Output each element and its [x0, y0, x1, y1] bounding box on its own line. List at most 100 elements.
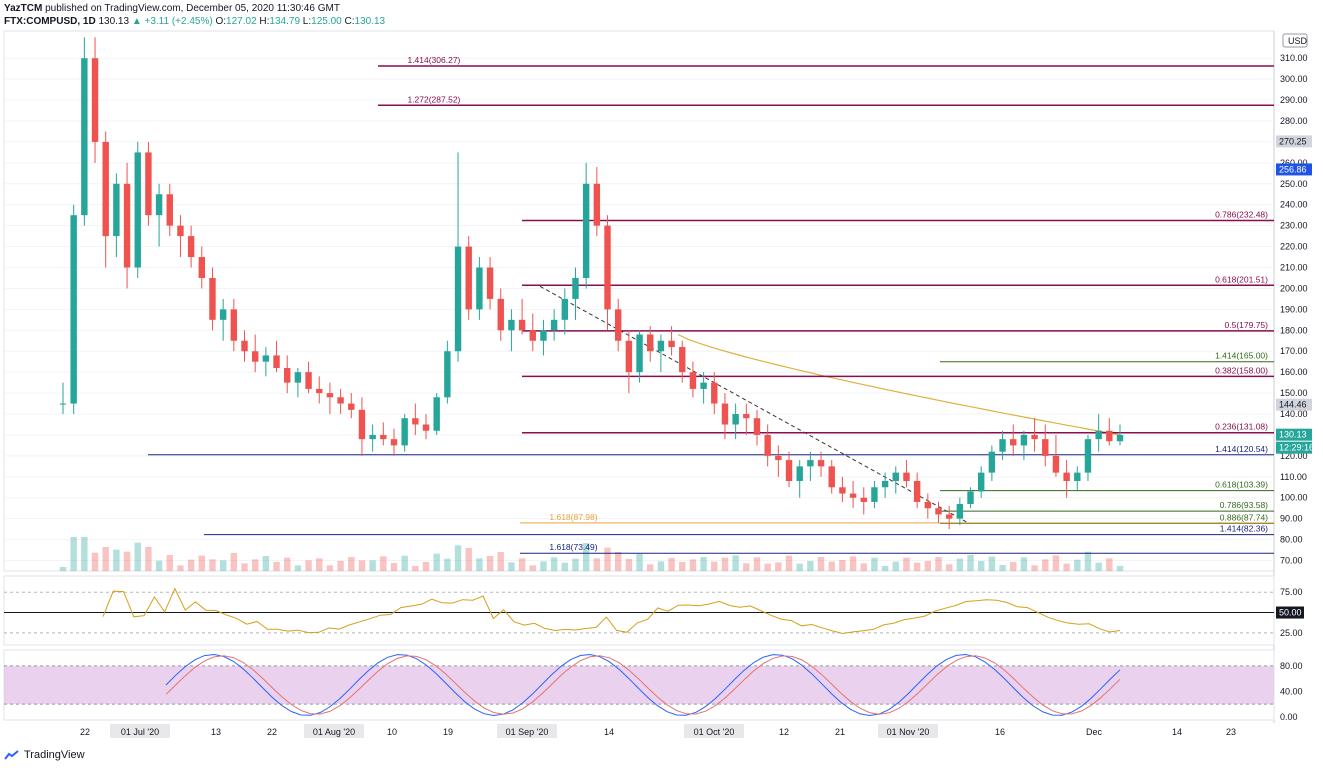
- price-tick-label: 210.00: [1280, 263, 1308, 273]
- candle-body: [700, 382, 707, 389]
- candle-body: [945, 514, 953, 519]
- candle-body: [849, 493, 857, 498]
- volume-bar: [967, 555, 974, 571]
- brand-label: TradingView: [24, 749, 85, 761]
- price-badge: [1276, 163, 1312, 176]
- candle-body: [1116, 434, 1124, 442]
- price-badge-label: 270.25: [1279, 136, 1307, 146]
- time-tick-label: 13: [211, 727, 221, 737]
- candle-body: [284, 367, 291, 383]
- candle-body: [572, 277, 579, 299]
- last-price: 130.13: [98, 16, 130, 27]
- symbol-line: FTX:COMPUSD, 1D 130.13 ▲ +3.11 (+2.45%) …: [4, 16, 385, 27]
- volume-bar: [945, 564, 953, 571]
- date-box: [878, 724, 938, 738]
- rsi-line: [102, 587, 1121, 635]
- volume-bar: [219, 560, 227, 571]
- candle-body: [273, 355, 280, 368]
- symbol[interactable]: FTX:COMPUSD, 1D: [4, 16, 96, 27]
- volume-bar: [358, 560, 366, 571]
- candle-body: [134, 152, 141, 268]
- volume-bar: [689, 559, 697, 571]
- volume-bar: [529, 565, 536, 571]
- candle-body: [1063, 472, 1070, 481]
- indicators: 25.00 50.00 75.00 0.00 40.00 80.00: [3, 575, 1304, 722]
- candle-body: [518, 319, 526, 331]
- candle-body: [1042, 439, 1049, 456]
- candle-body: [977, 472, 985, 492]
- candle-body: [380, 434, 387, 440]
- volume-bar: [572, 558, 579, 571]
- candle-body: [967, 491, 974, 505]
- price-tick-label: 190.00: [1280, 304, 1308, 314]
- volume-bar: [871, 557, 878, 571]
- price-badge-label: 144.46: [1279, 400, 1307, 410]
- fib-level-label: 0.618(201.51): [1215, 274, 1268, 284]
- volume-bar: [348, 557, 355, 571]
- time-tick-label: 01 Nov '20: [887, 727, 930, 737]
- volume-bar: [70, 537, 77, 571]
- volume-bar: [732, 555, 739, 571]
- volume-bar: [582, 543, 590, 571]
- candle-body: [913, 481, 921, 502]
- time-tick-label: 10: [387, 727, 397, 737]
- candle-body: [679, 347, 686, 373]
- tradingview-footer[interactable]: TradingView: [4, 749, 85, 761]
- candle-body: [230, 309, 238, 341]
- candle-body: [807, 460, 814, 467]
- candle-body: [743, 414, 750, 419]
- trend-line: [539, 285, 969, 524]
- candle-body: [817, 460, 825, 467]
- time-tick-label: 12: [779, 727, 789, 737]
- volume-bar: [187, 559, 195, 571]
- price-tick-label: 170.00: [1280, 346, 1308, 356]
- candle-body: [1010, 439, 1017, 446]
- fib-level-label: 0.382(158.00): [1215, 365, 1268, 375]
- price-tick-label: 200.00: [1280, 283, 1308, 293]
- candle-body: [593, 183, 601, 226]
- volume-bar: [401, 555, 408, 571]
- volume-bar: [508, 562, 515, 571]
- volume-bar: [849, 556, 857, 571]
- volume-bar: [326, 565, 334, 571]
- high-label: H:: [259, 16, 270, 27]
- time-tick-label: 01 Aug '20: [313, 727, 355, 737]
- candles: [59, 37, 1124, 530]
- time-tick-label: 01 Sep '20: [506, 727, 549, 737]
- volume-bar: [433, 553, 440, 571]
- volume-bar: [625, 559, 633, 571]
- price-tick-label: 120.00: [1280, 451, 1308, 461]
- fib-level-label: 0.786(93.58): [1220, 500, 1268, 510]
- volume-bar: [91, 552, 99, 571]
- candle-body: [625, 340, 633, 373]
- candle-body: [1020, 434, 1028, 446]
- candle-body: [198, 257, 206, 278]
- open-value: 127.02: [226, 16, 257, 27]
- volume-bar: [81, 537, 88, 571]
- candle-body: [721, 403, 729, 425]
- close-value: 130.13: [354, 16, 386, 27]
- stoch-d-line: [165, 655, 1121, 715]
- volume-bar: [614, 552, 622, 571]
- volume-bar: [1031, 565, 1038, 571]
- candle-body: [177, 225, 184, 237]
- candle-body: [657, 340, 665, 352]
- price-change: ▲ +3.11 (+2.45%): [131, 16, 213, 27]
- volume-bar: [935, 557, 942, 571]
- volume-bar: [465, 548, 472, 571]
- price-tick-label: 150.00: [1280, 388, 1308, 398]
- open-label: O:: [215, 16, 227, 27]
- candle-body: [871, 487, 878, 502]
- candle-body: [251, 351, 259, 362]
- candle-body: [433, 397, 440, 431]
- rsi-pane: [3, 575, 1275, 646]
- volume-bar: [518, 558, 526, 571]
- candle-body: [59, 403, 67, 405]
- candle-body: [1106, 430, 1113, 442]
- candle-body: [764, 434, 771, 456]
- candle-body: [358, 409, 366, 440]
- candle-body: [647, 334, 654, 352]
- rsi-tick-label: 25.00: [1280, 628, 1303, 638]
- volume-bar: [999, 565, 1006, 571]
